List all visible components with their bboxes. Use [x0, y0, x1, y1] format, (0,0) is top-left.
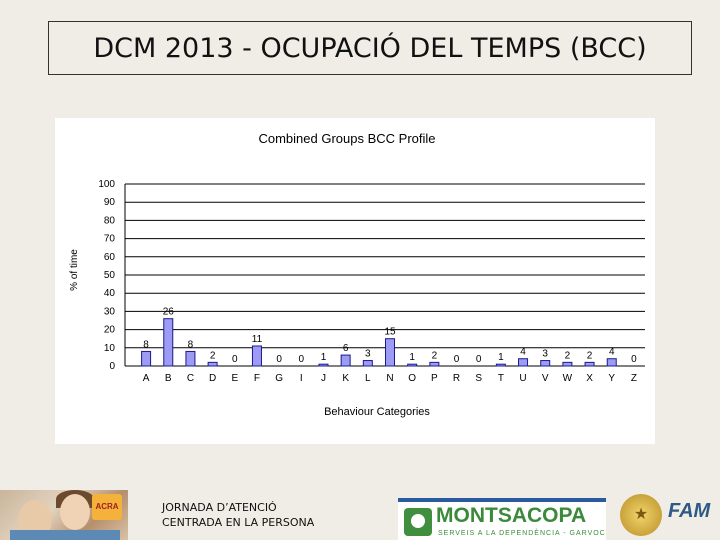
bar-O: [407, 363, 418, 367]
slide-title: DCM 2013 - OCUPACIÓ DEL TEMPS (BCC): [48, 21, 692, 75]
bar-D: [207, 361, 218, 367]
data-label-K: 6: [343, 343, 349, 354]
x-tick-label-C: C: [187, 373, 194, 384]
y-tick-label: 20: [104, 325, 116, 336]
data-label-G: 0: [276, 354, 282, 365]
x-axis-label: Behaviour Categories: [324, 406, 430, 418]
data-label-S: 0: [476, 354, 482, 365]
data-label-F: 11: [252, 334, 263, 345]
y-tick-label: 40: [104, 288, 116, 299]
data-label-D: 2: [210, 350, 216, 361]
bar-C: [185, 350, 196, 367]
footer-line-2: CENTRADA EN LA PERSONA: [162, 516, 315, 529]
quality-seal-icon: [620, 494, 662, 536]
x-tick-label-N: N: [386, 373, 393, 384]
caregiver-shirt: [10, 530, 120, 540]
acra-logo: ACRA: [92, 494, 122, 520]
data-label-B: 26: [163, 307, 175, 318]
data-label-J: 1: [321, 352, 327, 363]
y-tick-label: 80: [104, 215, 116, 226]
montsacopa-tagline: SERVEIS A LA DEPENDÈNCIA - GARVOC: [438, 530, 606, 537]
x-tick-label-Y: Y: [608, 373, 615, 384]
bar-W: [562, 361, 573, 367]
bar-P: [429, 361, 440, 367]
chart-panel: Combined Groups BCC Profile % of time Be…: [55, 118, 655, 444]
x-tick-label-S: S: [475, 373, 482, 384]
fam-logo: FAM: [668, 500, 711, 522]
data-label-R: 0: [454, 354, 460, 365]
bar-L: [362, 360, 373, 367]
data-label-U: 4: [520, 347, 526, 358]
bar-X: [584, 361, 595, 367]
x-tick-label-V: V: [542, 373, 549, 384]
bar-N: [385, 338, 395, 367]
x-tick-label-J: J: [321, 373, 326, 384]
x-tick-label-F: F: [254, 373, 260, 384]
x-tick-label-Z: Z: [631, 373, 637, 384]
bar-B: [163, 318, 174, 367]
chart-title: Combined Groups BCC Profile: [258, 131, 435, 146]
y-tick-label: 0: [109, 361, 115, 372]
x-tick-label-X: X: [586, 373, 593, 384]
data-label-N: 15: [384, 327, 396, 338]
data-label-I: 0: [299, 354, 305, 365]
data-label-P: 2: [432, 350, 438, 361]
data-label-L: 3: [365, 349, 371, 360]
montsacopa-name: MONTSACOPA: [436, 504, 587, 527]
data-label-O: 1: [409, 352, 415, 363]
data-label-X: 2: [587, 350, 593, 361]
data-label-Z: 0: [631, 354, 637, 365]
y-tick-label: 10: [104, 343, 116, 354]
bar-K: [340, 354, 351, 367]
data-label-T: 1: [498, 352, 504, 363]
y-tick-label: 30: [104, 306, 116, 317]
y-tick-label: 50: [104, 270, 116, 281]
x-tick-label-A: A: [143, 373, 150, 384]
x-tick-label-T: T: [498, 373, 504, 384]
footer-line-1: JORNADA D’ATENCIÓ: [162, 501, 277, 514]
data-label-C: 8: [188, 339, 194, 350]
bcc-bar-chart: Combined Groups BCC Profile % of time Be…: [69, 131, 645, 418]
x-tick-label-U: U: [519, 373, 526, 384]
y-axis-label: % of time: [69, 249, 80, 291]
bar-F: [251, 345, 262, 367]
x-tick-label-I: I: [300, 373, 303, 384]
bar-V: [540, 360, 551, 367]
bar-U: [518, 358, 529, 367]
y-tick-label: 100: [98, 179, 115, 190]
y-tick-label: 90: [104, 197, 116, 208]
data-label-W: 2: [565, 350, 571, 361]
x-tick-label-R: R: [453, 373, 460, 384]
x-tick-label-K: K: [342, 373, 349, 384]
data-label-A: 8: [143, 339, 149, 350]
x-tick-label-W: W: [563, 373, 573, 384]
x-tick-label-L: L: [365, 373, 371, 384]
montsacopa-emblem-icon: [404, 508, 432, 536]
x-tick-label-E: E: [231, 373, 238, 384]
bar-A: [141, 350, 152, 367]
data-label-Y: 4: [609, 347, 615, 358]
y-tick-label: 70: [104, 234, 116, 245]
caregiver-face: [60, 494, 90, 530]
footer-caption: JORNADA D’ATENCIÓ CENTRADA EN LA PERSONA: [162, 500, 314, 530]
x-tick-label-G: G: [275, 373, 283, 384]
y-tick-label: 60: [104, 252, 116, 263]
bar-T: [495, 363, 506, 367]
data-label-V: 3: [542, 349, 548, 360]
x-tick-label-D: D: [209, 373, 216, 384]
data-label-E: 0: [232, 354, 238, 365]
x-tick-label-B: B: [165, 373, 172, 384]
x-tick-label-O: O: [408, 373, 416, 384]
caregivers-photo: [0, 490, 128, 540]
x-tick-label-P: P: [431, 373, 438, 384]
bar-Y: [606, 358, 617, 367]
bar-J: [318, 363, 329, 367]
montsacopa-logo: MONTSACOPA SERVEIS A LA DEPENDÈNCIA - GA…: [398, 498, 606, 540]
